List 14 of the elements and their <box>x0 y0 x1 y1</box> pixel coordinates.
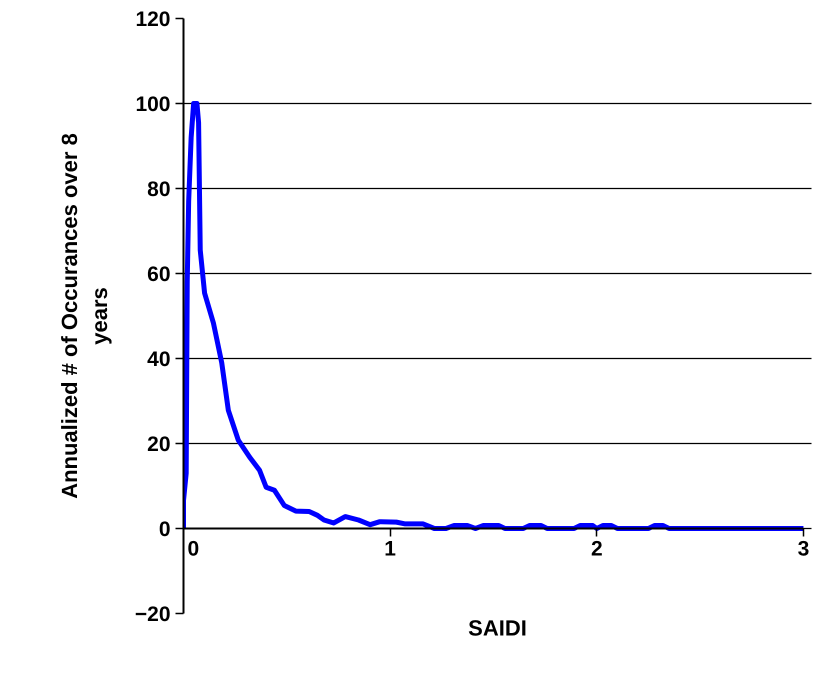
x-tick-label: 1 <box>384 538 396 560</box>
x-axis-title: SAIDI <box>468 616 527 640</box>
y-axis-title: Annualized # of Occurances over 8 years <box>56 133 112 499</box>
y-tick-label: 0 <box>158 518 171 541</box>
x-tick-label: 3 <box>798 538 810 560</box>
y-tick-label: 120 <box>135 8 171 31</box>
y-tick-label: 60 <box>147 263 170 286</box>
x-tick-label: 2 <box>590 538 603 560</box>
x-tick-label: 0 <box>188 538 200 560</box>
y-tick-label: 100 <box>135 93 171 116</box>
y-tick-label: 40 <box>147 348 170 371</box>
y-tick-label: 20 <box>147 433 170 456</box>
y-tick-label: 80 <box>147 178 170 201</box>
y-tick-label: −20 <box>134 603 171 626</box>
